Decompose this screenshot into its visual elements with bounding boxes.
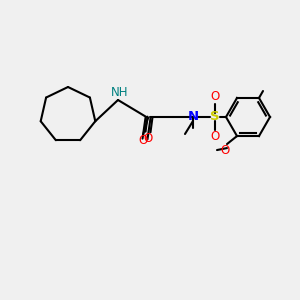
Text: S: S bbox=[210, 110, 220, 124]
Text: NH: NH bbox=[111, 85, 129, 98]
Text: O: O bbox=[210, 91, 220, 103]
Text: O: O bbox=[210, 130, 220, 143]
Text: O: O bbox=[143, 131, 153, 145]
Text: N: N bbox=[188, 110, 199, 124]
Text: O: O bbox=[138, 134, 148, 146]
Text: O: O bbox=[220, 144, 230, 157]
